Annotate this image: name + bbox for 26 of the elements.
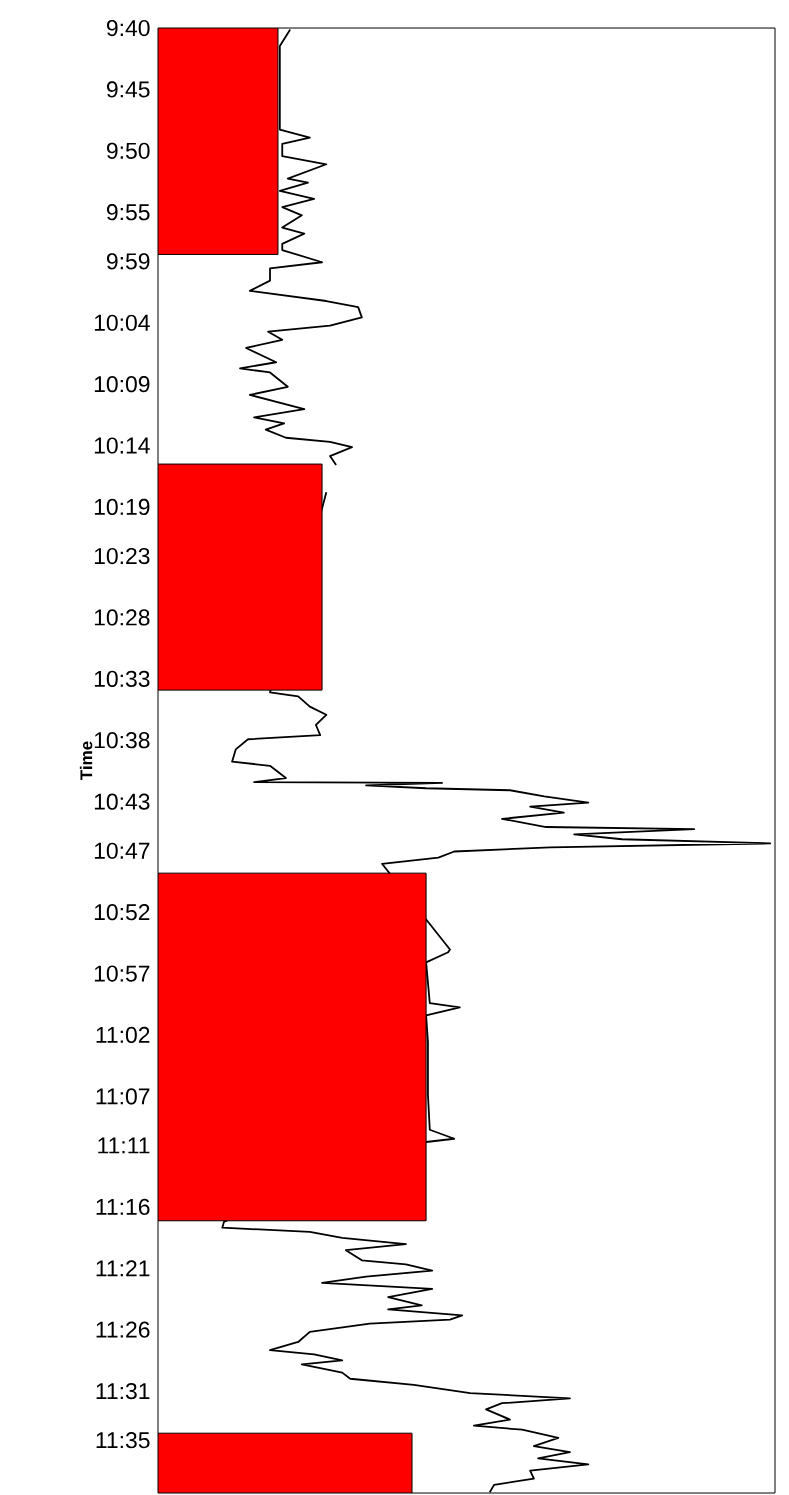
y-tick-label: 10:43 (94, 793, 150, 810)
y-tick-label: 9:59 (106, 253, 150, 270)
y-axis-title: Time (79, 741, 93, 780)
y-tick-label: 11:26 (96, 1321, 150, 1338)
y-tick-label: 10:47 (94, 842, 150, 859)
y-tick-label: 11:02 (96, 1026, 150, 1044)
y-tick-label: 11:11 (98, 1137, 150, 1154)
y-tick-label: 10:52 (94, 904, 150, 921)
y-tick-label: 11:35 (96, 1432, 150, 1449)
y-tick-label: 10:23 (94, 547, 150, 565)
y-tick-label: 10:38 (94, 732, 150, 749)
y-tick-label: 10:14 (94, 437, 150, 454)
y-tick-label: 11:21 (96, 1260, 150, 1277)
y-tick-label: 9:45 (106, 81, 150, 98)
y-tick-label: 10:04 (94, 314, 150, 331)
y-tick-label: 9:50 (106, 142, 150, 159)
y-tick-label: 10:33 (94, 670, 150, 687)
y-tick-label: 10:28 (94, 609, 150, 626)
y-tick-label: 10:09 (94, 376, 150, 393)
y-tick-label: 10:57 (94, 965, 150, 982)
y-tick-label: 10:19 (94, 498, 150, 516)
y-tick-label: 9:55 (106, 204, 150, 221)
y-tick-label: 11:07 (96, 1088, 150, 1105)
y-tick-label: 11:31 (96, 1383, 150, 1400)
y-tick-label: 9:40 (106, 19, 150, 37)
y-tick-label: 11:16 (96, 1198, 150, 1216)
